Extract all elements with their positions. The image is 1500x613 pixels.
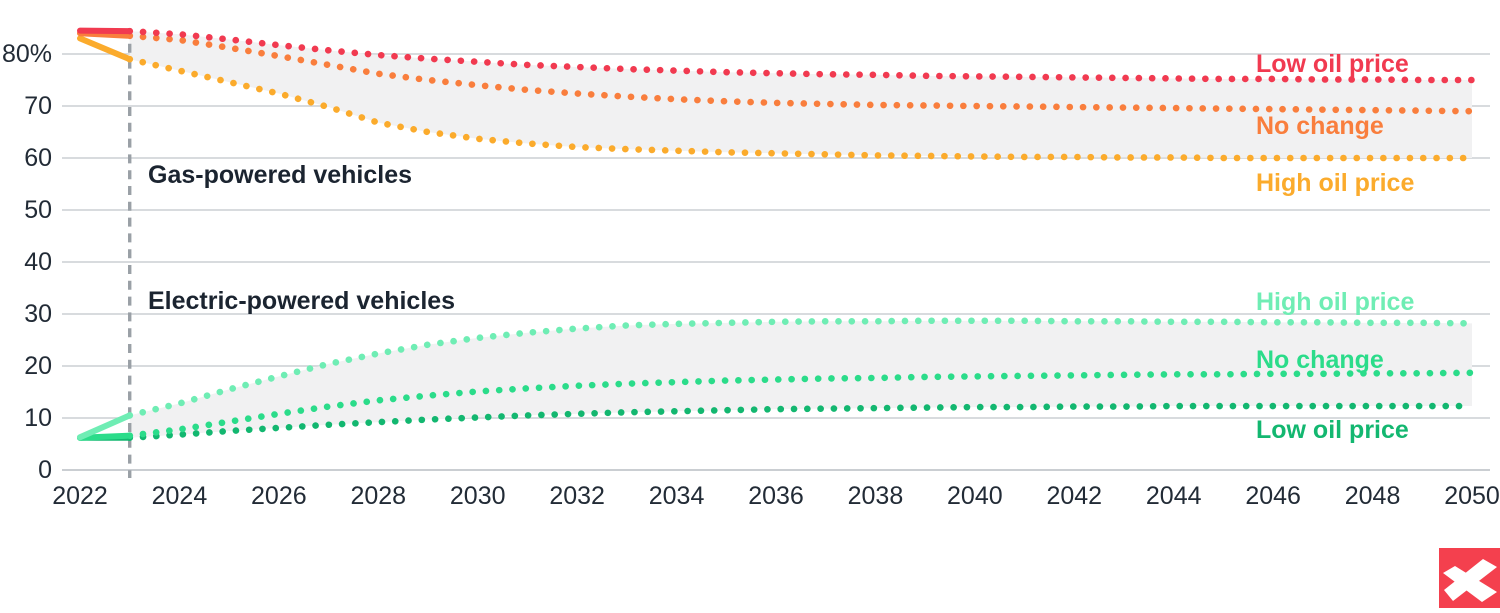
x-tick-label-2034: 2034 bbox=[648, 482, 705, 510]
series-label-gas-low-oil-price: Low oil price bbox=[1256, 50, 1409, 78]
section-label-gas: Gas-powered vehicles bbox=[148, 161, 413, 189]
series-dotted-1 bbox=[126, 32, 1476, 115]
x-tick-label-2036: 2036 bbox=[748, 482, 804, 510]
series-dotted-3 bbox=[126, 317, 1476, 419]
series-solid-4 bbox=[77, 432, 133, 441]
x-tick-label-2030: 2030 bbox=[449, 482, 506, 510]
series-dotted-5 bbox=[126, 402, 1476, 442]
y-tick-label-30: 30 bbox=[24, 300, 52, 328]
series-dotted-4 bbox=[126, 369, 1476, 439]
series-solid-2 bbox=[77, 35, 133, 63]
x-tick-label-2026: 2026 bbox=[251, 482, 307, 510]
x-tick-label-2028: 2028 bbox=[350, 482, 407, 510]
x-tick-label-2050: 2050 bbox=[1444, 482, 1500, 510]
series-solid-3 bbox=[77, 412, 133, 441]
x-tick-label-2040: 2040 bbox=[947, 482, 1003, 510]
series-label-electric-no-change: No change bbox=[1256, 346, 1384, 374]
y-tick-label-20: 20 bbox=[24, 352, 52, 380]
series-label-electric-high-oil-price: High oil price bbox=[1256, 288, 1415, 316]
x-tick-label-2024: 2024 bbox=[151, 482, 208, 510]
series-label-gas-no-change: No change bbox=[1256, 112, 1384, 140]
forecast-band-1 bbox=[129, 320, 1473, 438]
forecast-band-0 bbox=[129, 31, 1473, 158]
series-dotted-0 bbox=[126, 27, 1476, 84]
y-tick-label-60: 60 bbox=[24, 144, 52, 172]
y-tick-label-70: 70 bbox=[24, 92, 52, 120]
y-tick-label-10: 10 bbox=[24, 404, 52, 432]
section-label-electric: Electric-powered vehicles bbox=[148, 287, 456, 315]
x-tick-label-2022: 2022 bbox=[52, 482, 108, 510]
x-tick-label-2032: 2032 bbox=[549, 482, 605, 510]
x-tick-label-2044: 2044 bbox=[1145, 482, 1202, 510]
series-dotted-2 bbox=[126, 55, 1476, 162]
y-tick-label-80: 80% bbox=[1, 40, 52, 68]
x-tick-label-2048: 2048 bbox=[1344, 482, 1401, 510]
series-solid-0 bbox=[77, 27, 133, 35]
series-label-electric-low-oil-price: Low oil price bbox=[1256, 416, 1409, 444]
series-label-gas-high-oil-price: High oil price bbox=[1256, 169, 1415, 197]
x-tick-label-2046: 2046 bbox=[1245, 482, 1301, 510]
xtb-logo-x-stroke-down bbox=[1443, 566, 1497, 602]
xtb-logo bbox=[1439, 548, 1500, 608]
x-tick-label-2038: 2038 bbox=[847, 482, 904, 510]
y-tick-label-0: 0 bbox=[38, 456, 52, 484]
x-tick-label-2042: 2042 bbox=[1046, 482, 1103, 510]
y-tick-label-50: 50 bbox=[24, 196, 52, 224]
y-tick-label-40: 40 bbox=[24, 248, 52, 276]
